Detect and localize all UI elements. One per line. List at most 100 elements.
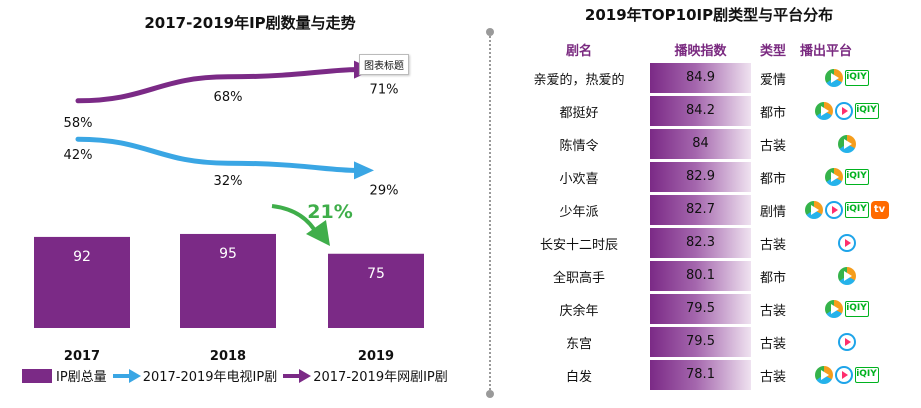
decline-arrow-icon: [306, 220, 330, 246]
bar-label-2017: 92: [73, 249, 91, 265]
ip-trend-chart: 2017-2019年IP剧数量与走势 92 2017 95 2018 75 2019 58%…: [22, 14, 448, 385]
tencent-video-icon: [824, 300, 843, 318]
divider-dot-bottom: [486, 390, 494, 398]
top10-table: 剧名 播映指数 类型 播出平台 亲爱的，热爱的 84.9 爱情 iQIY 都挺好 84.2…: [508, 35, 895, 393]
genre-cell: 都市: [759, 105, 786, 121]
table-row: 小欢喜 82.9 都市 iQIY: [508, 162, 895, 192]
bar-2018: [180, 233, 276, 328]
legend-label-web: 2017-2019年网剧IP剧: [313, 370, 448, 385]
iqiyi-icon: iQIY: [844, 70, 869, 86]
youku-icon: [837, 234, 856, 252]
table-row: 长安十二时辰 82.3 古装: [508, 228, 895, 258]
youku-icon: [837, 333, 856, 351]
drama-name: 庆余年: [559, 303, 599, 319]
iqiyi-icon: iQIY: [844, 169, 869, 185]
genre-cell: 都市: [759, 171, 786, 187]
legend-swatch-bar: [22, 368, 52, 383]
table-row: 庆余年 79.5 古装 iQIY: [508, 294, 895, 324]
tencent-video-icon: [837, 267, 856, 285]
platform-cell: iQIY: [795, 294, 895, 324]
drama-name: 都挺好: [559, 105, 599, 121]
genre-cell: 爱情: [759, 72, 786, 88]
col-header-platform: 播出平台: [800, 43, 853, 59]
web-ip-label-2017: 58%: [64, 116, 93, 131]
score-bar: 84.9: [650, 63, 751, 93]
score-cell: 78.1: [650, 360, 751, 390]
x-tick-2019: 2019: [358, 349, 394, 364]
legend-arrow-web-icon: [283, 368, 312, 383]
table-title: 2019年TOP10IP剧类型与平台分布: [584, 6, 834, 24]
platform-cell: [795, 261, 895, 291]
bar-label-2019: 75: [367, 266, 385, 282]
col-header-genre: 类型: [759, 43, 786, 59]
drama-name: 亲爱的，热爱的: [533, 72, 625, 88]
score-bar: 80.1: [650, 261, 751, 291]
platform-cell: iQIY tv: [795, 195, 895, 225]
genre-cell: 古装: [759, 369, 786, 385]
table-row: 陈情令 84 古装: [508, 129, 895, 159]
score-cell: 84: [650, 129, 751, 159]
score-cell: 82.3: [650, 228, 751, 258]
score-bar: 84: [650, 129, 751, 159]
score-bar: 84.2: [650, 96, 751, 126]
score-bar: 82.7: [650, 195, 751, 225]
genre-cell: 古装: [759, 237, 786, 253]
legend-item-web: 2017-2019年网剧IP剧: [283, 366, 448, 385]
score-cell: 84.9: [650, 63, 751, 93]
web-ip-line: [75, 67, 359, 104]
legend-label-tv: 2017-2019年电视IP剧: [142, 370, 278, 385]
col-header-name: 剧名: [565, 43, 592, 59]
legend-arrow-tv-icon: [112, 368, 141, 383]
web-ip-label-2018: 68%: [214, 90, 243, 105]
score-cell: 84.2: [650, 96, 751, 126]
chart-title-tooltip: 图表标题: [359, 54, 409, 75]
genre-cell: 剧情: [759, 204, 786, 220]
score-bar: 79.5: [650, 327, 751, 357]
score-cell: 82.9: [650, 162, 751, 192]
x-tick-2018: 2018: [210, 349, 246, 364]
drama-name: 长安十二时辰: [539, 237, 618, 253]
score-cell: 79.5: [650, 294, 751, 324]
platform-cell: iQIY: [795, 162, 895, 192]
legend-item-total: IP剧总量: [22, 366, 107, 385]
platform-cell: [795, 228, 895, 258]
score-bar: 78.1: [650, 360, 751, 390]
iqiyi-icon: iQIY: [854, 103, 879, 119]
genre-cell: 都市: [759, 270, 786, 286]
web-ip-label-2019: 71%: [370, 83, 399, 98]
genre-cell: 古装: [759, 303, 786, 319]
table-row: 少年派 82.7 剧情 iQIY tv: [508, 195, 895, 225]
genre-cell: 古装: [759, 138, 786, 154]
decline-annotation: 21%: [307, 201, 352, 223]
iqiyi-icon: iQIY: [844, 301, 869, 317]
score-cell: 82.7: [650, 195, 751, 225]
platform-cell: iQIY: [795, 360, 895, 390]
score-cell: 79.5: [650, 327, 751, 357]
tencent-video-icon: [824, 69, 843, 87]
tv-ip-arrowhead: [354, 161, 374, 180]
drama-name: 少年派: [559, 204, 599, 220]
tv-ip-label-2017: 42%: [64, 148, 93, 163]
bar-label-2018: 95: [219, 246, 237, 262]
legend-item-tv: 2017-2019年电视IP剧: [112, 366, 278, 385]
tencent-video-icon: [814, 102, 833, 120]
drama-name: 东宫: [565, 336, 592, 352]
col-header-score: 播映指数: [674, 43, 727, 59]
platform-cell: [795, 327, 895, 357]
table-header-row: 剧名 播映指数 类型 播出平台: [508, 38, 895, 60]
drama-name: 小欢喜: [559, 171, 599, 187]
youku-icon: [824, 201, 843, 219]
table-row: 全职高手 80.1 都市: [508, 261, 895, 291]
divider-dot-top: [486, 28, 494, 36]
tencent-video-icon: [804, 201, 823, 219]
youku-icon: [834, 102, 853, 120]
table-row: 都挺好 84.2 都市 iQIY: [508, 96, 895, 126]
table-row: 东宫 79.5 古装: [508, 327, 895, 357]
ip-trend-chart-svg: 2017-2019年IP剧数量与走势 92 2017 95 2018 75 2019 58%…: [34, 14, 424, 364]
tv-ip-line: [75, 136, 359, 173]
tencent-video-icon: [814, 366, 833, 384]
table-row: 白发 78.1 古装 iQIY: [508, 360, 895, 390]
platform-cell: iQIY: [795, 96, 895, 126]
youku-icon: [834, 366, 853, 384]
score-bar: 82.9: [650, 162, 751, 192]
